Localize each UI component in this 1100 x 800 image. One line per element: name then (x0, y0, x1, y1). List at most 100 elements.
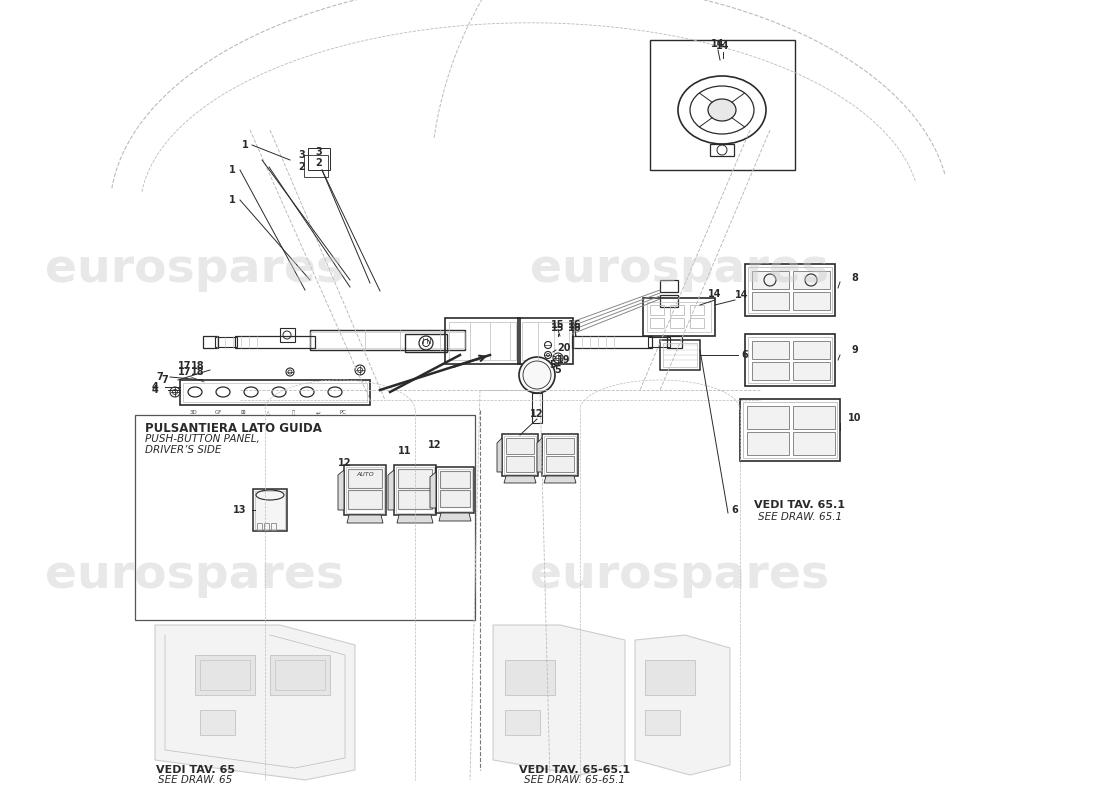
Bar (518, 318, 573, 364)
Text: 17: 17 (178, 367, 191, 377)
Text: 11: 11 (398, 446, 411, 456)
Text: ⊞: ⊞ (241, 410, 245, 415)
Bar (740, 399, 840, 461)
Bar (255, 491, 285, 529)
Bar (440, 490, 470, 507)
Bar (532, 393, 542, 423)
Text: 14: 14 (716, 41, 729, 51)
Bar (271, 523, 276, 530)
Bar (752, 292, 789, 310)
Bar (308, 148, 330, 170)
Text: 8: 8 (851, 273, 858, 283)
Bar (449, 322, 516, 360)
Bar (264, 523, 270, 530)
Bar (275, 660, 324, 690)
Bar (745, 264, 835, 316)
Bar (660, 295, 678, 307)
Bar (745, 334, 835, 386)
Bar (304, 155, 328, 177)
Bar (793, 271, 830, 289)
Text: 2: 2 (298, 162, 306, 172)
Bar (204, 336, 218, 348)
Bar (647, 302, 711, 332)
Polygon shape (544, 476, 576, 483)
Text: 12: 12 (428, 440, 442, 450)
Bar (253, 489, 287, 531)
Text: GF: GF (214, 410, 222, 415)
Bar (670, 318, 684, 328)
Text: eurospares: eurospares (530, 247, 829, 293)
Bar (502, 434, 538, 476)
Bar (645, 660, 695, 695)
Bar (394, 465, 436, 515)
Text: 1: 1 (242, 140, 249, 150)
Text: 18: 18 (191, 361, 205, 371)
Bar (690, 305, 704, 315)
Text: 16: 16 (569, 320, 582, 330)
Text: 14: 14 (708, 289, 722, 299)
Bar (398, 469, 432, 488)
Polygon shape (388, 470, 394, 510)
Bar (438, 469, 472, 511)
Bar (505, 710, 540, 735)
Bar (650, 40, 795, 170)
Bar (506, 456, 534, 472)
Bar (690, 318, 704, 328)
Bar (752, 271, 789, 289)
Text: 15: 15 (551, 320, 564, 330)
Bar (645, 710, 680, 735)
Bar (270, 655, 330, 695)
Bar (348, 490, 382, 509)
Text: 3: 3 (316, 147, 322, 157)
Bar (793, 292, 830, 310)
Polygon shape (635, 635, 730, 775)
Text: 2: 2 (316, 158, 322, 168)
Bar (344, 465, 386, 515)
Bar (670, 305, 684, 315)
Bar (650, 305, 664, 315)
Bar (505, 660, 556, 695)
Bar (235, 336, 315, 348)
Polygon shape (493, 625, 625, 775)
Bar (504, 436, 536, 474)
Text: VEDI TAV. 65: VEDI TAV. 65 (155, 765, 234, 775)
Bar (667, 336, 682, 348)
Text: AUTO: AUTO (356, 473, 374, 478)
Bar (660, 340, 700, 370)
Bar (650, 318, 664, 328)
Text: 16: 16 (569, 323, 582, 333)
Bar (742, 402, 837, 458)
Bar (310, 332, 465, 348)
Bar (348, 469, 382, 488)
Bar (747, 432, 789, 455)
Bar (546, 438, 574, 454)
Text: 15: 15 (551, 323, 564, 333)
Text: 10: 10 (848, 413, 861, 423)
Bar (506, 438, 534, 454)
Bar (710, 144, 734, 156)
Bar (200, 710, 235, 735)
Text: PC: PC (340, 410, 346, 415)
Text: 12: 12 (530, 409, 543, 419)
Bar (648, 337, 670, 347)
Text: 6: 6 (741, 350, 748, 360)
Bar (660, 280, 678, 292)
Bar (280, 328, 295, 342)
Text: 🅿: 🅿 (292, 410, 295, 415)
Text: DRIVER’S SIDE: DRIVER’S SIDE (145, 445, 221, 455)
Text: 1: 1 (229, 165, 235, 175)
Polygon shape (338, 470, 344, 510)
Bar (542, 434, 578, 476)
Bar (793, 362, 830, 380)
Text: eurospares: eurospares (45, 247, 344, 293)
Polygon shape (155, 625, 355, 780)
Bar (436, 467, 474, 513)
Bar (793, 432, 835, 455)
Text: PUSH-BUTTON PANEL,: PUSH-BUTTON PANEL, (145, 434, 260, 444)
Text: 12: 12 (339, 458, 352, 468)
Bar (346, 467, 384, 513)
Text: PULSANTIERA LATO GUIDA: PULSANTIERA LATO GUIDA (145, 422, 322, 435)
Text: SEE DRAW. 65.1: SEE DRAW. 65.1 (758, 512, 843, 522)
Text: ↩: ↩ (316, 410, 320, 415)
Polygon shape (439, 513, 471, 521)
